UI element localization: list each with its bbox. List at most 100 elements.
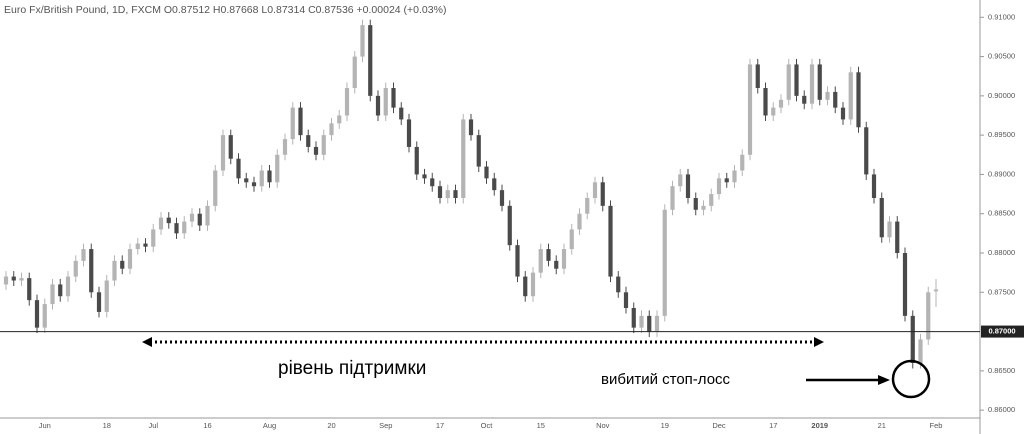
candle-body — [871, 174, 877, 198]
x-tick-label: Nov — [596, 421, 610, 430]
candle-body — [507, 205, 512, 246]
chart-title: Euro Fx/British Pound, 1D, FXCM O0.87512… — [4, 4, 446, 16]
candle-body — [747, 64, 753, 155]
candle-body — [740, 154, 745, 171]
arrow-head-right — [814, 337, 824, 347]
candle-body — [251, 182, 257, 187]
candle-body — [135, 243, 140, 250]
candle-body — [716, 178, 722, 195]
candle-body — [933, 289, 939, 292]
x-tick-label: Jul — [148, 421, 158, 430]
y-tick-label: 0.86000 — [988, 405, 1015, 414]
candle-body — [313, 146, 319, 155]
candle-body — [329, 123, 334, 136]
candle-body — [344, 88, 350, 116]
x-tick-label: 17 — [769, 421, 777, 430]
candle-body — [19, 278, 24, 281]
candle-body — [236, 158, 241, 179]
candle-body — [375, 95, 381, 116]
candle-body — [11, 276, 16, 281]
stop-loss-annotation: вибитий стоп-лосс — [601, 371, 731, 388]
candle-body — [848, 72, 853, 120]
candle-body — [926, 292, 931, 340]
x-tick-label: Sep — [379, 421, 392, 430]
candle-body — [902, 253, 908, 316]
candle-body — [515, 245, 520, 277]
candle-body — [662, 209, 667, 316]
candle-body — [158, 217, 164, 230]
x-tick-label: 17 — [436, 421, 444, 430]
candle-body — [732, 170, 737, 183]
candle-body — [802, 95, 807, 104]
candle-body — [337, 115, 342, 124]
candle-body — [430, 178, 435, 187]
candle-body — [368, 25, 373, 96]
x-tick-label: 2019 — [811, 421, 828, 430]
x-tick-label: Jun — [39, 421, 51, 430]
y-tick-label: 0.91000 — [988, 12, 1015, 21]
candle-body — [608, 205, 613, 277]
candle-body — [81, 249, 86, 261]
candle-body — [833, 91, 838, 108]
y-tick-label: 0.87500 — [988, 287, 1015, 296]
candle-body — [298, 107, 303, 136]
candle-body — [174, 223, 179, 234]
candle-body — [406, 119, 412, 147]
candle-body — [631, 308, 636, 328]
overlay: Euro Fx/British Pound, 1D, FXCM O0.87512… — [0, 4, 1024, 399]
candle-body — [918, 339, 923, 363]
candle-body — [856, 72, 861, 128]
candle-body — [205, 205, 210, 226]
candle-body — [120, 260, 125, 269]
candle-body — [143, 243, 148, 247]
candle-body — [546, 249, 551, 261]
candle-body — [484, 166, 489, 179]
candle-body — [360, 25, 365, 57]
y-tick-label: 0.88500 — [988, 209, 1015, 218]
candle-body — [213, 170, 218, 206]
candle-body — [3, 276, 9, 285]
x-tick-label: Dec — [712, 421, 726, 430]
candle-body — [709, 194, 714, 206]
candle-body — [282, 139, 288, 155]
candle-body — [538, 249, 543, 273]
candle-body — [151, 229, 156, 247]
candle-body — [817, 64, 822, 100]
candle-body — [840, 107, 846, 120]
candle-body — [600, 182, 605, 206]
candle-body — [895, 221, 900, 253]
candle-body — [461, 119, 466, 198]
x-tick-label: 19 — [661, 421, 669, 430]
candle-body — [778, 99, 784, 108]
candle-body — [437, 186, 443, 198]
candle-body — [616, 276, 621, 293]
candle-body — [58, 284, 63, 297]
x-tick-label: 16 — [203, 421, 211, 430]
candle-body — [685, 174, 691, 198]
candle-body — [693, 198, 698, 210]
support-label-box — [981, 325, 1024, 338]
candle-body — [887, 221, 892, 238]
candle-body — [809, 64, 815, 104]
candle-body — [561, 249, 567, 269]
candle-body — [189, 213, 195, 222]
candle-body — [554, 260, 559, 269]
candle-body — [786, 64, 791, 100]
candle-body — [89, 249, 94, 293]
candle-body — [50, 284, 55, 305]
y-tick-label: 0.86500 — [988, 366, 1015, 375]
x-tick-label: 21 — [878, 421, 886, 430]
candle-body — [864, 127, 869, 175]
candle-body — [259, 170, 264, 187]
candle-body — [65, 276, 71, 297]
candle-body — [678, 174, 683, 187]
candle-body — [492, 178, 497, 191]
candle-body — [267, 170, 272, 183]
candle-body — [290, 107, 295, 140]
candle-body — [306, 135, 311, 147]
support-label: 0.87000 — [988, 327, 1015, 336]
candle-body — [592, 182, 598, 198]
candle-body — [476, 135, 481, 167]
ticks: 0.86000 0.86500 0.87500 0.88000 0.88500 0.890… — [39, 12, 1015, 430]
